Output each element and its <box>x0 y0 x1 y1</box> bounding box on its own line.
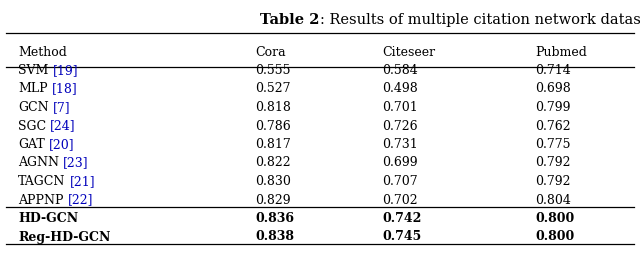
Text: 0.775: 0.775 <box>535 138 570 151</box>
Text: HD-GCN: HD-GCN <box>18 212 78 225</box>
Text: 0.498: 0.498 <box>382 82 418 95</box>
Text: 0.830: 0.830 <box>255 175 291 188</box>
Text: [22]: [22] <box>67 194 93 207</box>
Text: 0.818: 0.818 <box>255 101 291 114</box>
Text: 0.527: 0.527 <box>255 82 291 95</box>
Text: MLP: MLP <box>18 82 47 95</box>
Text: [20]: [20] <box>49 138 74 151</box>
Text: 0.698: 0.698 <box>535 82 571 95</box>
Text: [21]: [21] <box>69 175 95 188</box>
Text: GAT: GAT <box>18 138 45 151</box>
Text: 0.584: 0.584 <box>382 64 418 77</box>
Text: : Results of multiple citation network dataset.: : Results of multiple citation network d… <box>320 13 640 27</box>
Text: Method: Method <box>18 45 67 59</box>
Text: 0.702: 0.702 <box>382 194 418 207</box>
Text: Reg-HD-GCN: Reg-HD-GCN <box>18 230 110 243</box>
Text: Table 2: Table 2 <box>260 13 320 27</box>
Text: 0.829: 0.829 <box>255 194 291 207</box>
Text: Cora: Cora <box>255 45 285 59</box>
Text: 0.555: 0.555 <box>255 64 291 77</box>
Text: 0.726: 0.726 <box>382 120 418 133</box>
Text: 0.836: 0.836 <box>255 212 294 225</box>
Text: 0.701: 0.701 <box>382 101 418 114</box>
Text: 0.817: 0.817 <box>255 138 291 151</box>
Text: 0.800: 0.800 <box>535 230 574 243</box>
Text: 0.699: 0.699 <box>382 156 418 169</box>
Text: 0.707: 0.707 <box>382 175 418 188</box>
Text: 0.745: 0.745 <box>382 230 421 243</box>
Text: [23]: [23] <box>63 156 88 169</box>
Text: 0.762: 0.762 <box>535 120 571 133</box>
Text: APPNP: APPNP <box>18 194 63 207</box>
Text: 0.786: 0.786 <box>255 120 291 133</box>
Text: 0.714: 0.714 <box>535 64 571 77</box>
Text: [19]: [19] <box>52 64 78 77</box>
Text: [7]: [7] <box>52 101 70 114</box>
Text: GCN: GCN <box>18 101 49 114</box>
Text: [18]: [18] <box>52 82 77 95</box>
Text: 0.792: 0.792 <box>535 175 570 188</box>
Text: AGNN: AGNN <box>18 156 59 169</box>
Text: 0.792: 0.792 <box>535 156 570 169</box>
Text: SVM: SVM <box>18 64 49 77</box>
Text: 0.822: 0.822 <box>255 156 291 169</box>
Text: 0.804: 0.804 <box>535 194 571 207</box>
Text: [24]: [24] <box>50 120 76 133</box>
Text: TAGCN: TAGCN <box>18 175 65 188</box>
Text: SGC: SGC <box>18 120 46 133</box>
Text: 0.731: 0.731 <box>382 138 418 151</box>
Text: 0.799: 0.799 <box>535 101 570 114</box>
Text: 0.838: 0.838 <box>255 230 294 243</box>
Text: 0.800: 0.800 <box>535 212 574 225</box>
Text: 0.742: 0.742 <box>382 212 421 225</box>
Text: Citeseer: Citeseer <box>382 45 435 59</box>
Text: Pubmed: Pubmed <box>535 45 587 59</box>
